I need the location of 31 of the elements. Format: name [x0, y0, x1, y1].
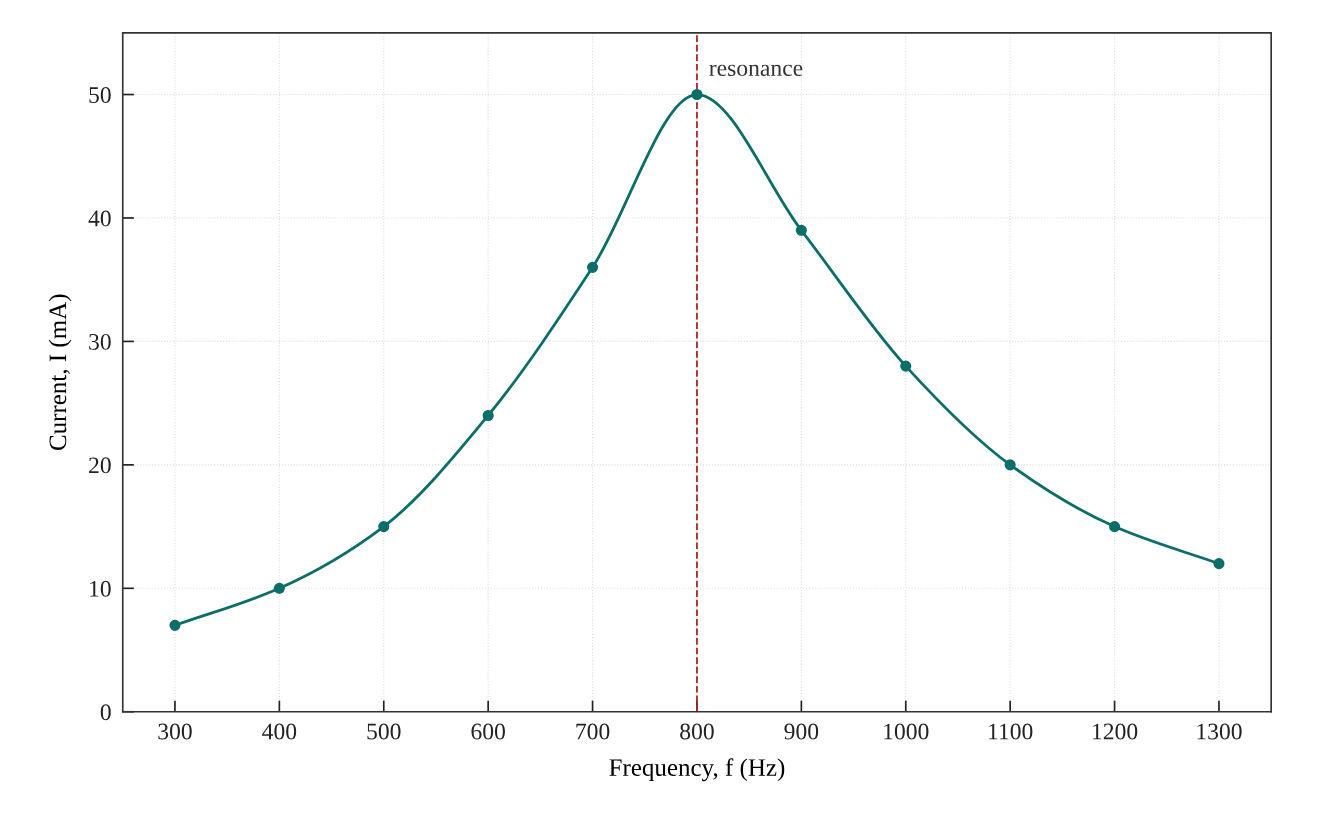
- x-tick-label: 800: [680, 723, 714, 740]
- point: [273, 582, 285, 594]
- y-tick-label: 50: [89, 87, 111, 103]
- point: [378, 521, 390, 533]
- y-tick-label: 20: [89, 457, 111, 474]
- x-tick-label: 1300: [1197, 723, 1242, 740]
- point: [482, 409, 494, 422]
- x-tick-label: 1100: [989, 723, 1033, 740]
- y-tick-label: 0: [100, 704, 111, 721]
- y-axis-title: Current, I (mA): [48, 294, 72, 451]
- x-axis-title: Frequency, f (Hz): [609, 758, 785, 782]
- ref-line-label: resonance: [709, 64, 803, 77]
- point: [795, 224, 807, 236]
- x-tick-label: 300: [158, 723, 192, 740]
- point: [587, 261, 599, 273]
- x-tick-label: 500: [367, 723, 401, 740]
- point: [900, 360, 912, 372]
- x-tick-label: 700: [576, 723, 610, 740]
- x-tick-label: 1000: [884, 723, 929, 740]
- point: [1213, 558, 1225, 570]
- point: [1109, 521, 1121, 533]
- y-tick-label: 30: [89, 333, 111, 350]
- x-tick-label: 400: [262, 723, 297, 740]
- point: [691, 88, 703, 101]
- y-tick-label: 40: [88, 210, 111, 227]
- x-tick-label: 900: [784, 723, 819, 740]
- point: [1004, 459, 1016, 471]
- y-tick-label: 10: [90, 580, 111, 597]
- x-tick-label: 600: [471, 723, 505, 740]
- x-tick-label: 1200: [1093, 723, 1138, 740]
- point: [169, 619, 181, 631]
